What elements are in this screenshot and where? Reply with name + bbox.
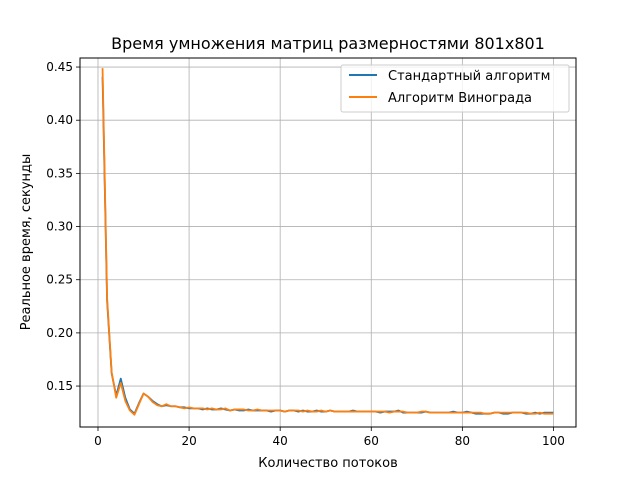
x-axis-ticks: 0 20 40 60 80 100	[94, 427, 565, 448]
x-tick-label: 20	[181, 434, 196, 448]
x-tick-label: 100	[542, 434, 565, 448]
x-tick-label: 80	[455, 434, 470, 448]
series-lines	[101, 68, 554, 416]
legend: Стандартный алгоритм Алгоритм Винограда	[340, 64, 570, 113]
plot-frame	[79, 57, 577, 428]
y-tick-label: 0.30	[46, 220, 73, 234]
grid-lines	[80, 58, 576, 427]
x-tick-label: 60	[364, 434, 379, 448]
y-tick-label: 0.35	[46, 166, 73, 180]
y-axis-label: Реальное время, секунды	[19, 154, 34, 331]
chart-title: Время умножения матриц размерностями 801…	[111, 34, 545, 53]
y-tick-label: 0.40	[46, 113, 73, 127]
series-line-winograd	[101, 68, 554, 416]
x-axis-label: Количество потоков	[258, 456, 398, 471]
legend-box	[340, 64, 570, 113]
x-tick-label: 40	[273, 434, 288, 448]
y-tick-label: 0.25	[46, 273, 73, 287]
legend-label-winograd: Алгоритм Винограда	[388, 91, 532, 106]
y-axis-ticks: 0.15 0.20 0.25 0.30 0.35 0.40 0.45	[46, 60, 80, 393]
y-tick-label: 0.45	[46, 60, 73, 74]
legend-label-standard: Стандартный алгоритм	[388, 69, 550, 84]
x-tick-label: 0	[94, 434, 102, 448]
y-tick-label: 0.15	[46, 379, 73, 393]
y-tick-label: 0.20	[46, 326, 73, 340]
